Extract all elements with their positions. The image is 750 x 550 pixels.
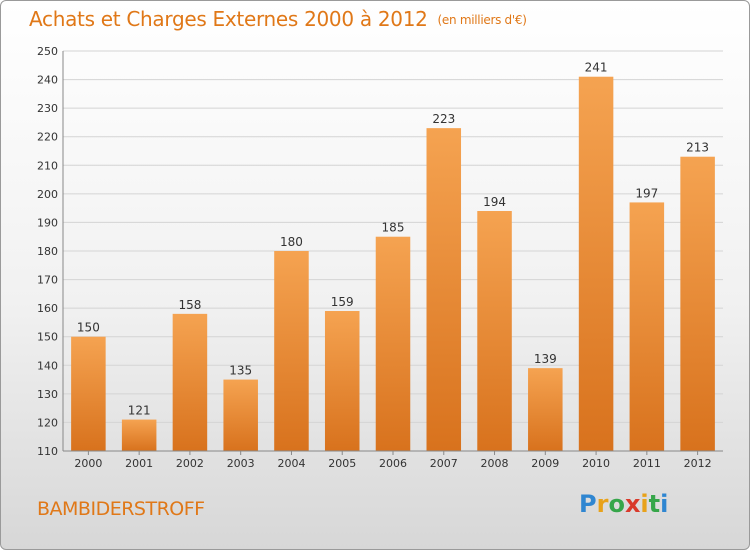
bar-value-label: 185: [382, 221, 405, 235]
x-tick-label: 2011: [633, 457, 661, 470]
x-tick-label: 2012: [684, 457, 712, 470]
bar: [477, 211, 512, 451]
y-tick-label: 220: [37, 131, 58, 144]
bar-value-label: 135: [229, 364, 252, 378]
bar-value-label: 158: [178, 298, 201, 312]
x-tick-label: 2005: [328, 457, 356, 470]
bar-value-label: 159: [331, 295, 354, 309]
x-tick-label: 2004: [277, 457, 305, 470]
logo-letter: r: [596, 490, 609, 518]
y-tick-label: 150: [37, 331, 58, 344]
y-tick-label: 110: [37, 445, 58, 458]
y-tick-label: 140: [37, 359, 58, 372]
bar-value-label: 121: [128, 404, 151, 418]
bar: [375, 236, 411, 451]
logo-letter: P: [579, 490, 597, 518]
bars-group: 150 121 158 135 180 159 185 223 194 139 241 197 213: [71, 61, 715, 451]
x-tick-label: 2000: [74, 457, 102, 470]
bar: [172, 313, 208, 451]
bar-value-label: 194: [483, 195, 506, 209]
bar-value-label: 241: [585, 61, 608, 75]
title-text: Achats et Charges Externes 2000 à 2012: [29, 7, 428, 31]
y-tick-label: 240: [37, 74, 58, 87]
logo-letter: i: [660, 490, 669, 518]
bar: [528, 368, 563, 451]
x-tick-label: 2010: [582, 457, 610, 470]
bar-value-label: 180: [280, 235, 303, 249]
x-tick-label: 2007: [430, 457, 458, 470]
proxiti-logo: Proxiti: [579, 490, 668, 518]
chart-title: Achats et Charges Externes 2000 à 2012 (e…: [29, 7, 527, 31]
x-tick-label: 2001: [125, 457, 153, 470]
y-tick-label: 160: [37, 302, 58, 315]
logo-letter: o: [608, 490, 625, 518]
bar-value-label: 150: [77, 321, 100, 335]
bar: [324, 311, 360, 451]
logo-letter: x: [624, 490, 641, 518]
x-tick-label: 2002: [176, 457, 204, 470]
x-tick-label: 2009: [531, 457, 559, 470]
y-tick-label: 130: [37, 388, 58, 401]
bar: [71, 336, 106, 451]
y-tick-label: 190: [37, 216, 58, 229]
y-tick-label: 250: [37, 45, 58, 58]
x-tick-label: 2006: [379, 457, 407, 470]
y-tick-label: 120: [37, 416, 58, 429]
bar: [629, 202, 665, 451]
bar: [680, 156, 715, 451]
title-unit: (en milliers d'€): [437, 13, 527, 27]
bar: [223, 379, 258, 451]
bar: [274, 251, 309, 451]
y-tick-label: 180: [37, 245, 58, 258]
bar-value-label: 223: [432, 112, 455, 126]
y-tick-label: 170: [37, 274, 58, 287]
logo-letter: t: [648, 490, 661, 518]
bar: [121, 419, 157, 451]
bar-value-label: 213: [686, 141, 709, 155]
x-tick-label: 2003: [227, 457, 255, 470]
commune-name: BAMBIDERSTROFF: [37, 498, 205, 520]
bar: [578, 76, 614, 451]
x-tick-label: 2008: [481, 457, 509, 470]
y-tick-label: 230: [37, 102, 58, 115]
bar-value-label: 139: [534, 352, 557, 366]
y-tick-label: 200: [37, 188, 58, 201]
axes: 110 120 130 140 150 160 170 180 190 200 210 220 230 2…: [37, 45, 723, 470]
y-tick-label: 210: [37, 159, 58, 172]
bar: [426, 128, 462, 451]
logo-letter: i: [640, 490, 649, 518]
bar-value-label: 197: [635, 186, 658, 200]
